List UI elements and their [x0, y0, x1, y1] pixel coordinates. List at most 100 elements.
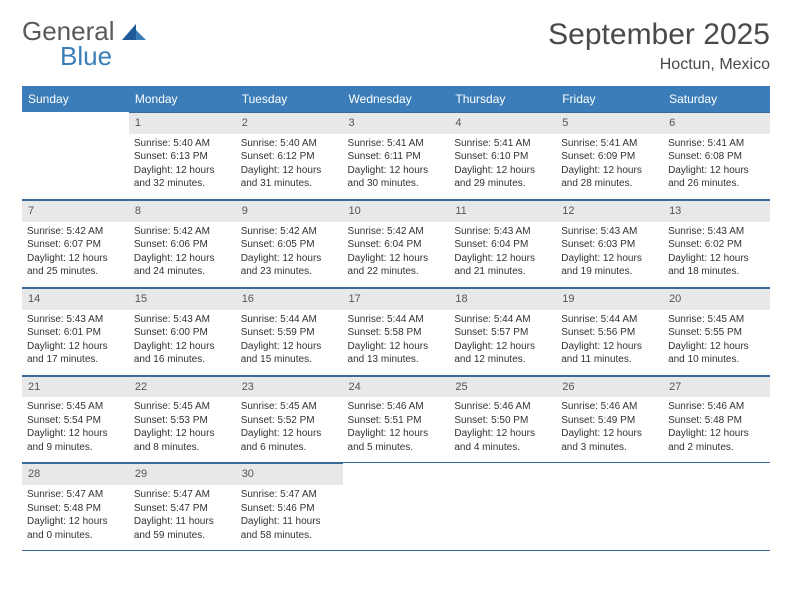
day-number: 21	[22, 376, 129, 398]
day-body	[343, 485, 450, 543]
sunrise-line: Sunrise: 5:41 AM	[668, 137, 765, 151]
day-number: 20	[663, 288, 770, 310]
day-cell	[663, 463, 770, 551]
daylight-line: Daylight: 12 hours and 8 minutes.	[134, 427, 231, 454]
day-number: 6	[663, 112, 770, 134]
day-body: Sunrise: 5:41 AMSunset: 6:08 PMDaylight:…	[663, 134, 770, 199]
sunset-line: Sunset: 6:00 PM	[134, 326, 231, 340]
sunset-line: Sunset: 5:50 PM	[454, 414, 551, 428]
sunrise-line: Sunrise: 5:45 AM	[668, 313, 765, 327]
day-number: 17	[343, 288, 450, 310]
header: General Blue September 2025 Hoctun, Mexi…	[22, 18, 770, 74]
sunset-line: Sunset: 5:53 PM	[134, 414, 231, 428]
sunrise-line: Sunrise: 5:46 AM	[561, 400, 658, 414]
day-cell: 15Sunrise: 5:43 AMSunset: 6:00 PMDayligh…	[129, 287, 236, 375]
day-body: Sunrise: 5:44 AMSunset: 5:59 PMDaylight:…	[236, 310, 343, 375]
day-cell: 14Sunrise: 5:43 AMSunset: 6:01 PMDayligh…	[22, 287, 129, 375]
sunset-line: Sunset: 5:55 PM	[668, 326, 765, 340]
sunrise-line: Sunrise: 5:46 AM	[348, 400, 445, 414]
daylight-line: Daylight: 12 hours and 5 minutes.	[348, 427, 445, 454]
sunrise-line: Sunrise: 5:42 AM	[134, 225, 231, 239]
sunset-line: Sunset: 5:51 PM	[348, 414, 445, 428]
daylight-line: Daylight: 12 hours and 9 minutes.	[27, 427, 124, 454]
sunset-line: Sunset: 6:11 PM	[348, 150, 445, 164]
daylight-line: Daylight: 12 hours and 32 minutes.	[134, 164, 231, 191]
sunset-line: Sunset: 6:04 PM	[454, 238, 551, 252]
week-row: 21Sunrise: 5:45 AMSunset: 5:54 PMDayligh…	[22, 375, 770, 463]
sunrise-line: Sunrise: 5:45 AM	[27, 400, 124, 414]
daylight-line: Daylight: 12 hours and 12 minutes.	[454, 340, 551, 367]
day-cell: 10Sunrise: 5:42 AMSunset: 6:04 PMDayligh…	[343, 199, 450, 287]
day-body	[556, 485, 663, 543]
day-cell: 12Sunrise: 5:43 AMSunset: 6:03 PMDayligh…	[556, 199, 663, 287]
sunrise-line: Sunrise: 5:42 AM	[348, 225, 445, 239]
daylight-line: Daylight: 12 hours and 19 minutes.	[561, 252, 658, 279]
logo: General Blue	[22, 18, 148, 69]
day-body: Sunrise: 5:40 AMSunset: 6:12 PMDaylight:…	[236, 134, 343, 199]
day-body: Sunrise: 5:47 AMSunset: 5:48 PMDaylight:…	[22, 485, 129, 550]
sunrise-line: Sunrise: 5:44 AM	[348, 313, 445, 327]
daylight-line: Daylight: 12 hours and 28 minutes.	[561, 164, 658, 191]
daylight-line: Daylight: 12 hours and 13 minutes.	[348, 340, 445, 367]
day-body: Sunrise: 5:40 AMSunset: 6:13 PMDaylight:…	[129, 134, 236, 199]
day-number: 22	[129, 376, 236, 398]
day-body: Sunrise: 5:46 AMSunset: 5:51 PMDaylight:…	[343, 397, 450, 462]
daylight-line: Daylight: 12 hours and 24 minutes.	[134, 252, 231, 279]
day-cell: 26Sunrise: 5:46 AMSunset: 5:49 PMDayligh…	[556, 375, 663, 463]
day-number: 15	[129, 288, 236, 310]
page-title: September 2025	[548, 18, 770, 52]
week-row: 28Sunrise: 5:47 AMSunset: 5:48 PMDayligh…	[22, 463, 770, 551]
dow-sat: Saturday	[663, 86, 770, 112]
sunset-line: Sunset: 5:58 PM	[348, 326, 445, 340]
day-body: Sunrise: 5:43 AMSunset: 6:03 PMDaylight:…	[556, 222, 663, 287]
sunrise-line: Sunrise: 5:43 AM	[668, 225, 765, 239]
day-cell: 29Sunrise: 5:47 AMSunset: 5:47 PMDayligh…	[129, 463, 236, 551]
day-body: Sunrise: 5:44 AMSunset: 5:57 PMDaylight:…	[449, 310, 556, 375]
day-number: 16	[236, 288, 343, 310]
day-body: Sunrise: 5:47 AMSunset: 5:47 PMDaylight:…	[129, 485, 236, 550]
sunrise-line: Sunrise: 5:47 AM	[241, 488, 338, 502]
day-cell: 5Sunrise: 5:41 AMSunset: 6:09 PMDaylight…	[556, 112, 663, 199]
sunrise-line: Sunrise: 5:41 AM	[348, 137, 445, 151]
sunset-line: Sunset: 5:49 PM	[561, 414, 658, 428]
sunset-line: Sunset: 5:56 PM	[561, 326, 658, 340]
daylight-line: Daylight: 12 hours and 16 minutes.	[134, 340, 231, 367]
day-cell: 13Sunrise: 5:43 AMSunset: 6:02 PMDayligh…	[663, 199, 770, 287]
day-number: 14	[22, 288, 129, 310]
dow-tue: Tuesday	[236, 86, 343, 112]
day-number: 8	[129, 200, 236, 222]
sunrise-line: Sunrise: 5:45 AM	[241, 400, 338, 414]
sunrise-line: Sunrise: 5:41 AM	[561, 137, 658, 151]
logo-word-blue: Blue	[60, 43, 148, 69]
sunrise-line: Sunrise: 5:42 AM	[241, 225, 338, 239]
day-number: 4	[449, 112, 556, 134]
sunset-line: Sunset: 6:07 PM	[27, 238, 124, 252]
sunset-line: Sunset: 6:02 PM	[668, 238, 765, 252]
sunset-line: Sunset: 6:12 PM	[241, 150, 338, 164]
day-body: Sunrise: 5:43 AMSunset: 6:02 PMDaylight:…	[663, 222, 770, 287]
dow-fri: Friday	[556, 86, 663, 112]
day-cell: 2Sunrise: 5:40 AMSunset: 6:12 PMDaylight…	[236, 112, 343, 199]
daylight-line: Daylight: 12 hours and 10 minutes.	[668, 340, 765, 367]
daylight-line: Daylight: 12 hours and 2 minutes.	[668, 427, 765, 454]
day-cell: 17 Sunrise: 5:44 AMSunset: 5:58 PMDayligh…	[343, 287, 450, 375]
daylight-line: Daylight: 12 hours and 21 minutes.	[454, 252, 551, 279]
sunset-line: Sunset: 6:04 PM	[348, 238, 445, 252]
day-body: Sunrise: 5:41 AMSunset: 6:11 PMDaylight:…	[343, 134, 450, 199]
day-body: Sunrise: 5:42 AMSunset: 6:04 PMDaylight:…	[343, 222, 450, 287]
day-number: 18	[449, 288, 556, 310]
day-body: Sunrise: 5:46 AMSunset: 5:48 PMDaylight:…	[663, 397, 770, 462]
week-row: 14Sunrise: 5:43 AMSunset: 6:01 PMDayligh…	[22, 287, 770, 375]
daylight-line: Daylight: 12 hours and 23 minutes.	[241, 252, 338, 279]
sunset-line: Sunset: 5:59 PM	[241, 326, 338, 340]
week-row: 7Sunrise: 5:42 AMSunset: 6:07 PMDaylight…	[22, 199, 770, 287]
sunrise-line: Sunrise: 5:44 AM	[454, 313, 551, 327]
day-body: Sunrise: 5:45 AMSunset: 5:52 PMDaylight:…	[236, 397, 343, 462]
sunset-line: Sunset: 5:54 PM	[27, 414, 124, 428]
day-number: 30	[236, 463, 343, 485]
day-number: 26	[556, 376, 663, 398]
sunrise-line: Sunrise: 5:42 AM	[27, 225, 124, 239]
dow-sun: Sunday	[22, 86, 129, 112]
day-cell: 27Sunrise: 5:46 AMSunset: 5:48 PMDayligh…	[663, 375, 770, 463]
day-number: 25	[449, 376, 556, 398]
